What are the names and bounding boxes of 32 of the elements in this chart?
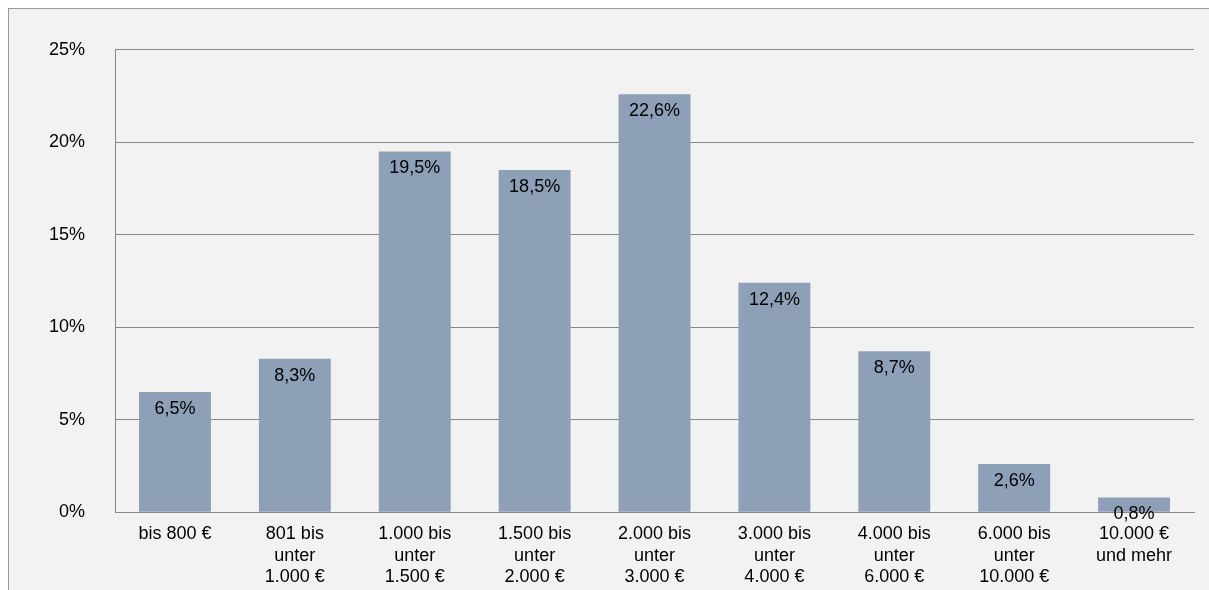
y-tick-label: 5% — [59, 408, 86, 429]
y-tick-label: 25% — [49, 38, 86, 59]
bar — [258, 358, 331, 512]
x-tick-label: 1.500 bis unter 2.000 € — [498, 522, 572, 587]
y-tick-label: 10% — [49, 316, 86, 337]
x-tick-label: 1.000 bis unter 1.500 € — [378, 522, 452, 587]
data-label: 22,6% — [628, 100, 681, 121]
bar — [858, 351, 931, 512]
x-tick-label: 2.000 bis unter 3.000 € — [617, 522, 692, 587]
x-tick-label: 4.000 bis unter 6.000 € — [857, 522, 931, 587]
data-label: 8,7% — [873, 357, 915, 378]
bar — [378, 151, 451, 512]
data-label: 8,3% — [274, 364, 316, 385]
bar — [618, 94, 691, 512]
data-label: 2,6% — [993, 470, 1035, 491]
y-tick-label: 20% — [49, 131, 86, 152]
data-label: 19,5% — [389, 157, 441, 178]
bar — [139, 391, 211, 512]
y-tick-label: 0% — [59, 501, 86, 522]
bar — [498, 170, 571, 512]
data-label: 18,5% — [509, 175, 561, 196]
bar — [738, 282, 811, 512]
data-label: 12,4% — [748, 288, 800, 309]
x-tick-label: bis 800 € — [138, 522, 212, 543]
y-tick-label: 15% — [49, 223, 86, 244]
x-tick-label: 10.000 € und mehr — [1096, 522, 1173, 565]
bar — [978, 464, 1051, 512]
x-tick-label: 801 bis unter 1.000 € — [264, 522, 325, 587]
x-tick-label: 6.000 bis unter 10.000 € — [977, 522, 1051, 587]
x-tick-label: 3.000 bis unter 4.000 € — [737, 522, 811, 587]
data-label: 6,5% — [154, 397, 196, 418]
data-label: 0,8% — [1113, 503, 1155, 524]
